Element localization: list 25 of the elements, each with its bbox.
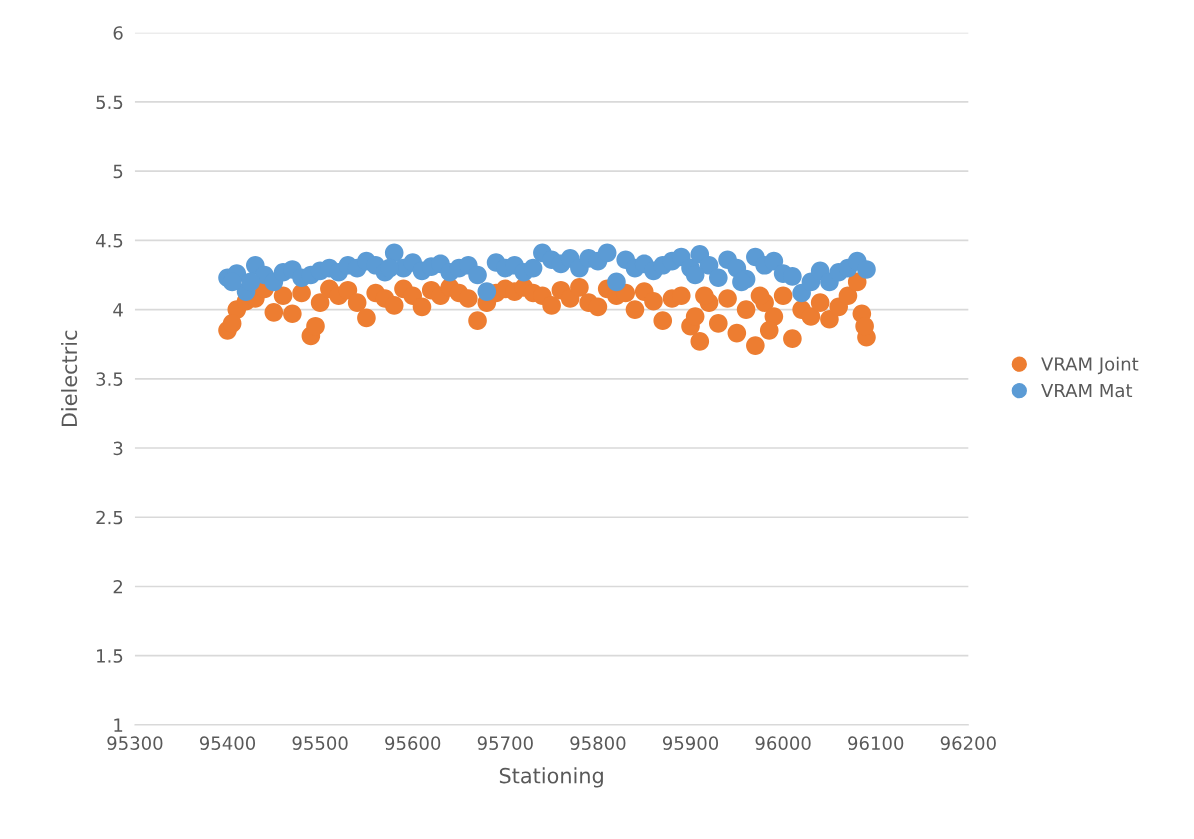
y-tick-label: 5 [113,164,123,179]
legend-label: VRAM Mat [1041,383,1133,398]
y-tick-label: 3 [113,441,123,456]
legend-label: VRAM Joint [1041,356,1139,375]
y-tick-label: 1 [114,718,123,732]
x-tick-label: 95700 [477,736,533,750]
y-tick-label: 6 [113,26,123,40]
x-tick-label: 96000 [755,736,811,750]
x-tick-label: 96200 [940,736,996,750]
y-tick-label: 2.5 [96,510,123,525]
x-tick-label: 95800 [570,736,626,750]
x-tick-label: 96100 [848,736,904,750]
y-axis-title: Dielectric [61,330,78,427]
y-tick-label: 4 [113,303,123,317]
x-axis-title: Stationing [499,767,603,788]
x-tick-label: 95900 [662,736,719,750]
x-tick-label: 95500 [292,736,348,750]
y-tick-label: 3.5 [96,372,123,386]
y-tick-label: 5.5 [96,95,123,110]
y-tick-label: 4.5 [95,234,123,248]
y-tick-label: 1.5 [97,649,123,663]
x-tick-label: 95600 [385,736,441,750]
y-tick-label: 2 [113,579,122,594]
x-tick-label: 95300 [107,736,163,750]
x-tick-label: 95400 [199,736,256,750]
